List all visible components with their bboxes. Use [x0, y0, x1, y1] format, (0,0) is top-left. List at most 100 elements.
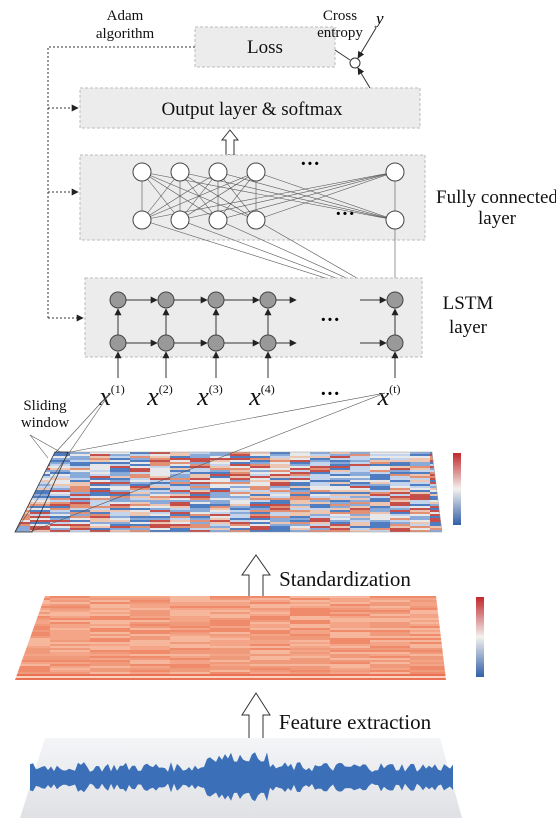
- heatmap-cell: [10, 510, 31, 512]
- heatmap-cell: [410, 612, 451, 614]
- input-label: x(2): [146, 382, 173, 411]
- heatmap-cell: [310, 452, 331, 454]
- heatmap-cell: [290, 518, 311, 520]
- heatmap-cell: [130, 620, 171, 622]
- heatmap-cell: [10, 480, 31, 482]
- heatmap-cell: [130, 640, 171, 642]
- heatmap-cell: [10, 636, 51, 638]
- heatmap-cell: [410, 480, 431, 482]
- heatmap-cell: [410, 472, 431, 474]
- heatmap-cell: [290, 462, 311, 464]
- heatmap-cell: [230, 504, 251, 506]
- heatmap-cell: [410, 658, 451, 660]
- heatmap-cell: [130, 596, 171, 598]
- heatmap-cell: [290, 678, 331, 680]
- heatmap-cell: [30, 476, 51, 478]
- heatmap-cell: [50, 480, 71, 482]
- heatmap-cell: [310, 522, 331, 524]
- heatmap-cell: [410, 622, 451, 624]
- heatmap-cell: [310, 508, 331, 510]
- heatmap-cell: [130, 454, 151, 456]
- heatmap-cell: [370, 676, 411, 678]
- heatmap-cell: [330, 628, 371, 630]
- heatmap-cell: [370, 622, 411, 624]
- heatmap-cell: [210, 456, 231, 458]
- heatmap-cell: [210, 610, 251, 612]
- heatmap-cell: [130, 598, 171, 600]
- heatmap-cell: [90, 642, 131, 644]
- heatmap-cell: [290, 512, 311, 514]
- heatmap-cell: [250, 644, 291, 646]
- heatmap-cell: [270, 500, 291, 502]
- heatmap-cell: [290, 632, 331, 634]
- heatmap-cell: [130, 498, 151, 500]
- heatmap-cell: [310, 458, 331, 460]
- heatmap-cell: [230, 454, 251, 456]
- fc-label: Fully connected: [436, 187, 556, 208]
- loss-label: Loss: [247, 37, 283, 58]
- heatmap-cell: [110, 510, 131, 512]
- heatmap-cell: [350, 456, 371, 458]
- input-label: x(3): [196, 382, 223, 411]
- heatmap-cell: [130, 610, 171, 612]
- heatmap-cell: [370, 672, 411, 674]
- heatmap-cell: [190, 486, 211, 488]
- heatmap-cell: [430, 504, 451, 506]
- heatmap-cell: [290, 504, 311, 506]
- heatmap-cell: [130, 634, 171, 636]
- heatmap-cell: [210, 486, 231, 488]
- heatmap-cell: [170, 626, 211, 628]
- heatmap-cell: [410, 500, 431, 502]
- heatmap-cell: [190, 456, 211, 458]
- heatmap-cell: [370, 638, 411, 640]
- heatmap-cell: [270, 464, 291, 466]
- fc-node: [133, 211, 151, 229]
- heatmap-cell: [210, 476, 231, 478]
- heatmap-cell: [410, 462, 431, 464]
- heatmap-cell: [330, 472, 351, 474]
- heatmap-cell: [90, 614, 131, 616]
- heatmap-cell: [350, 452, 371, 454]
- heatmap-cell: [50, 652, 91, 654]
- heatmap-cell: [250, 508, 271, 510]
- heatmap-cell: [210, 672, 251, 674]
- heatmap-cell: [170, 512, 191, 514]
- heatmap-cell: [390, 518, 411, 520]
- heatmap-cell: [290, 494, 311, 496]
- heatmap-cell: [330, 478, 351, 480]
- heatmap-cell: [90, 668, 131, 670]
- heatmap-cell: [370, 656, 411, 658]
- heatmap-cell: [50, 628, 91, 630]
- heatmap-cell: [90, 526, 111, 528]
- heatmap-cell: [270, 528, 291, 530]
- heatmap-cell: [390, 460, 411, 462]
- heatmap-cell: [370, 654, 411, 656]
- heatmap-cell: [90, 634, 131, 636]
- heatmap-cell: [130, 672, 171, 674]
- heatmap-cell: [10, 490, 31, 492]
- heatmap-cell: [290, 486, 311, 488]
- heatmap-cell: [250, 620, 291, 622]
- heatmap-cell: [210, 660, 251, 662]
- heatmap-cell: [130, 478, 151, 480]
- heatmap-cell: [290, 620, 331, 622]
- heatmap-cell: [110, 490, 131, 492]
- heatmap-cell: [170, 678, 211, 680]
- heatmap-cell: [270, 510, 291, 512]
- input-symbol: x: [377, 382, 390, 411]
- heatmap-cell: [390, 526, 411, 528]
- heatmap-cell: [90, 620, 131, 622]
- heatmap-cell: [10, 614, 51, 616]
- heatmap-cell: [50, 498, 71, 500]
- heatmap-cell: [10, 626, 51, 628]
- heatmap-cell: [410, 488, 431, 490]
- heatmap-cell: [410, 484, 431, 486]
- heatmap-cell: [230, 518, 251, 520]
- heatmap-cell: [350, 474, 371, 476]
- heatmap-cell: [210, 668, 251, 670]
- lstm-label: layer: [449, 317, 488, 338]
- heatmap-cell: [130, 606, 171, 608]
- heatmap-cell: [330, 644, 371, 646]
- heatmap-cell: [410, 668, 451, 670]
- heatmap-cell: [370, 514, 391, 516]
